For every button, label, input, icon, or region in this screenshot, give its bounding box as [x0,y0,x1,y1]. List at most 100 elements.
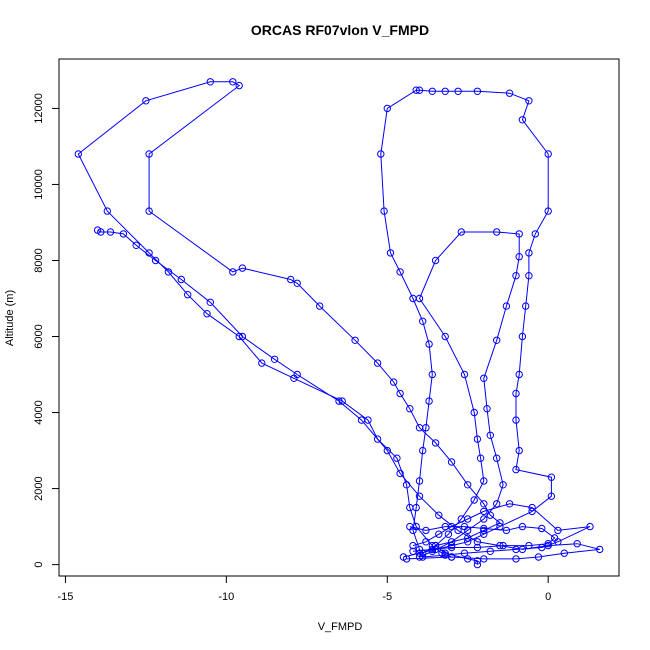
data-point [486,547,494,555]
data-point [460,370,469,379]
data-point [447,543,456,552]
data-point [238,264,247,272]
data-point [493,336,501,344]
data-point [486,431,494,439]
data-point [428,370,436,379]
data-point [480,477,488,485]
data-point [441,332,449,341]
data-point [409,541,417,550]
data-point [415,294,424,303]
data-point [493,228,501,236]
data-point [238,332,247,341]
data-point [415,86,424,94]
data-point [596,545,604,554]
data-point [480,530,488,538]
data-point [515,446,523,455]
data-point [386,249,395,257]
series-line-1 [77,81,501,565]
data-point [293,279,301,287]
data-point [480,507,488,516]
y-tick-label: 12000 [33,93,45,124]
data-point [402,555,411,563]
data-point [428,547,436,555]
data-point [293,370,301,379]
data-point [145,150,153,158]
data-point [460,522,469,531]
data-point [441,522,449,531]
data-point [573,540,581,548]
data-point [316,302,324,310]
data-point [512,555,520,563]
data-point [357,416,366,424]
data-point [493,500,501,508]
data-point [431,256,440,265]
data-point [383,104,391,113]
data-point [145,207,153,215]
data-point [419,446,427,455]
y-tick-label: 6000 [33,324,45,348]
data-point [74,150,83,158]
data-point [206,298,215,306]
data-point [380,207,388,215]
data-point [177,275,186,284]
data-point [142,97,150,105]
data-point [547,492,556,500]
data-point [431,439,440,447]
data-point [515,253,523,261]
data-point [518,332,527,341]
data-point [464,538,472,546]
data-point [444,530,453,538]
data-point [515,230,523,238]
data-point [473,538,482,546]
data-point [473,543,482,552]
data-point [525,272,533,280]
data-point [512,416,520,424]
data-point [480,526,488,535]
data-point [373,359,382,367]
data-point [496,519,504,527]
data-point [409,547,417,555]
data-point [396,469,404,478]
data-point [132,241,140,250]
data-point [480,515,488,523]
data-point [377,150,385,158]
data-point [393,454,401,462]
series-line-6 [409,526,556,552]
series-line-2 [380,89,552,558]
data-point [470,408,478,417]
data-point [119,230,128,238]
data-point [435,530,443,538]
data-point [512,389,520,398]
x-tick-label: 0 [545,591,551,603]
data-point [425,397,433,405]
data-point [493,454,501,462]
x-tick-label: -15 [57,591,73,603]
data-point [460,549,469,557]
data-point [480,524,488,533]
x-tick-label: -10 [218,591,234,603]
data-point [560,549,568,557]
data-point [528,503,536,512]
data-point [473,560,482,569]
y-tick-label: 0 [33,562,45,568]
data-point [103,207,112,215]
data-point [447,553,456,561]
data-point [480,374,488,382]
data-point [525,97,533,105]
data-point [480,555,488,563]
data-point [415,477,424,485]
data-point [547,473,556,481]
data-point [534,553,543,561]
axes: -15 -10 -5 0 0 2000 4000 6000 8000 10000 12000 [33,93,551,603]
data-point [415,492,424,500]
data-point [428,87,436,96]
data-point [483,405,491,413]
data-point [518,522,527,531]
data-point [206,78,215,86]
data-point [270,355,279,363]
data-point [447,458,456,466]
data-point [457,228,465,236]
data-point [499,481,507,489]
data-point [428,545,436,554]
